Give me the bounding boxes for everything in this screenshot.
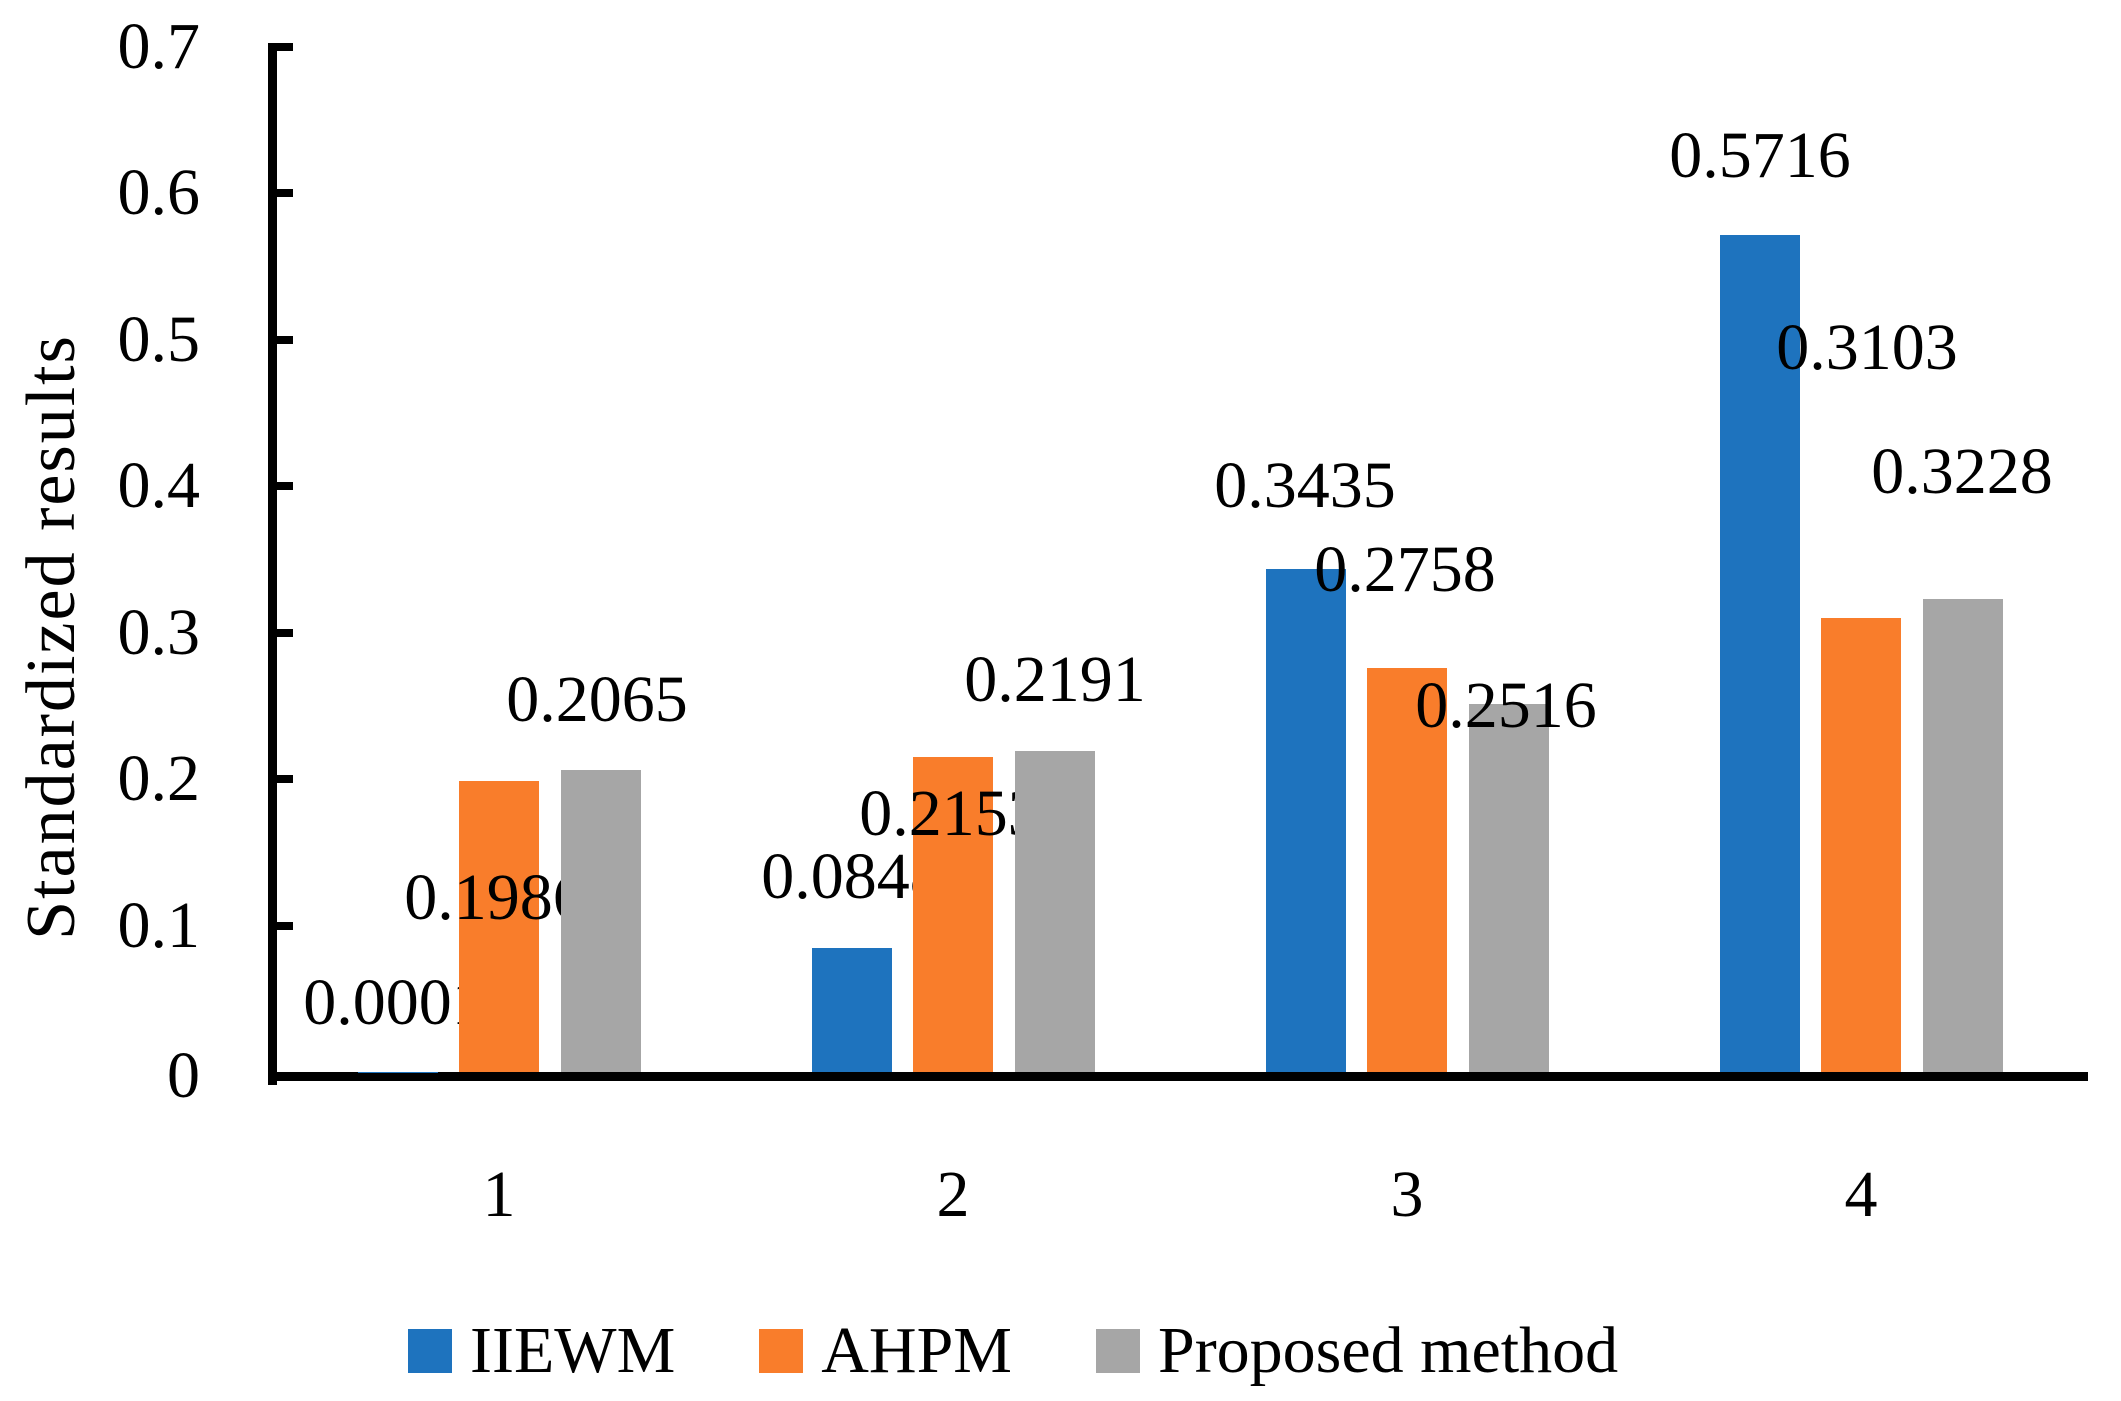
bar-value-label: 0.5716 xyxy=(1669,119,1851,192)
y-tick xyxy=(268,42,293,51)
bar-value-label: 0.1986 xyxy=(404,861,586,934)
y-tick xyxy=(268,482,293,491)
y-tick xyxy=(268,335,293,344)
y-tick xyxy=(268,628,293,637)
x-category-label: 3 xyxy=(1390,1158,1424,1231)
legend-item-ahpm: AHPM xyxy=(759,1318,1012,1384)
y-axis-title: Standardized results xyxy=(13,334,90,940)
bar-value-label: 0.0001 xyxy=(303,966,485,1039)
bar-ahpm-cat2 xyxy=(913,756,993,1072)
bar-value-label: 0.3228 xyxy=(1871,435,2053,508)
y-tick-label: 0.1 xyxy=(117,888,201,962)
bar-iiewm-cat3 xyxy=(1265,569,1346,1072)
bar-value-label: 0.2516 xyxy=(1415,669,1597,742)
legend-label: IIEWM xyxy=(470,1314,676,1387)
bar-value-label: 0.2191 xyxy=(964,643,1146,716)
legend: IIEWM AHPM Proposed method xyxy=(408,1318,1618,1384)
y-tick-label: 0.6 xyxy=(117,156,201,230)
bar-ahpm-cat1 xyxy=(459,781,539,1072)
bar-ahpm-cat4 xyxy=(1821,617,1901,1072)
legend-swatch xyxy=(408,1329,452,1373)
bar-value-label: 0.0848 xyxy=(761,840,943,913)
y-axis-line xyxy=(268,51,277,1085)
y-tick-label: 0.4 xyxy=(117,449,201,523)
y-tick-label: 0.3 xyxy=(117,595,201,669)
bar-value-label: 0.3103 xyxy=(1776,311,1958,384)
bar-proposed-method-cat3 xyxy=(1468,703,1549,1072)
bar-value-label: 0.2758 xyxy=(1314,533,1496,606)
y-tick xyxy=(268,189,293,198)
bar-proposed-method-cat2 xyxy=(1014,751,1095,1072)
y-tick-label: 0 xyxy=(167,1039,200,1112)
y-tick-label: 0.7 xyxy=(117,9,201,83)
y-tick xyxy=(268,921,293,930)
x-axis-line xyxy=(268,1072,2088,1081)
bar-value-label: 0.2153 xyxy=(859,777,1041,850)
bar-iiewm-cat4 xyxy=(1719,235,1800,1072)
bar-ahpm-cat3 xyxy=(1367,668,1447,1072)
legend-label: Proposed method xyxy=(1157,1314,1619,1387)
bar-proposed-method-cat4 xyxy=(1922,599,2003,1072)
bar-value-label: 0.2065 xyxy=(506,663,688,736)
legend-label: AHPM xyxy=(821,1314,1012,1387)
legend-item-proposed-method: Proposed method xyxy=(1095,1314,1619,1387)
x-category-label: 4 xyxy=(1844,1158,1878,1231)
x-category-label: 2 xyxy=(936,1158,970,1231)
legend-item-iiewm: IIEWM xyxy=(408,1318,675,1384)
legend-swatch xyxy=(759,1329,804,1373)
legend-swatch xyxy=(1095,1329,1140,1373)
y-tick-label: 0.2 xyxy=(117,742,201,816)
bar-value-label: 0.3435 xyxy=(1214,449,1396,522)
bar-proposed-method-cat1 xyxy=(560,769,641,1072)
x-category-label: 1 xyxy=(482,1158,516,1231)
bar-iiewm-cat2 xyxy=(811,947,892,1072)
y-tick-label: 0.5 xyxy=(117,302,201,376)
y-tick xyxy=(268,775,293,784)
